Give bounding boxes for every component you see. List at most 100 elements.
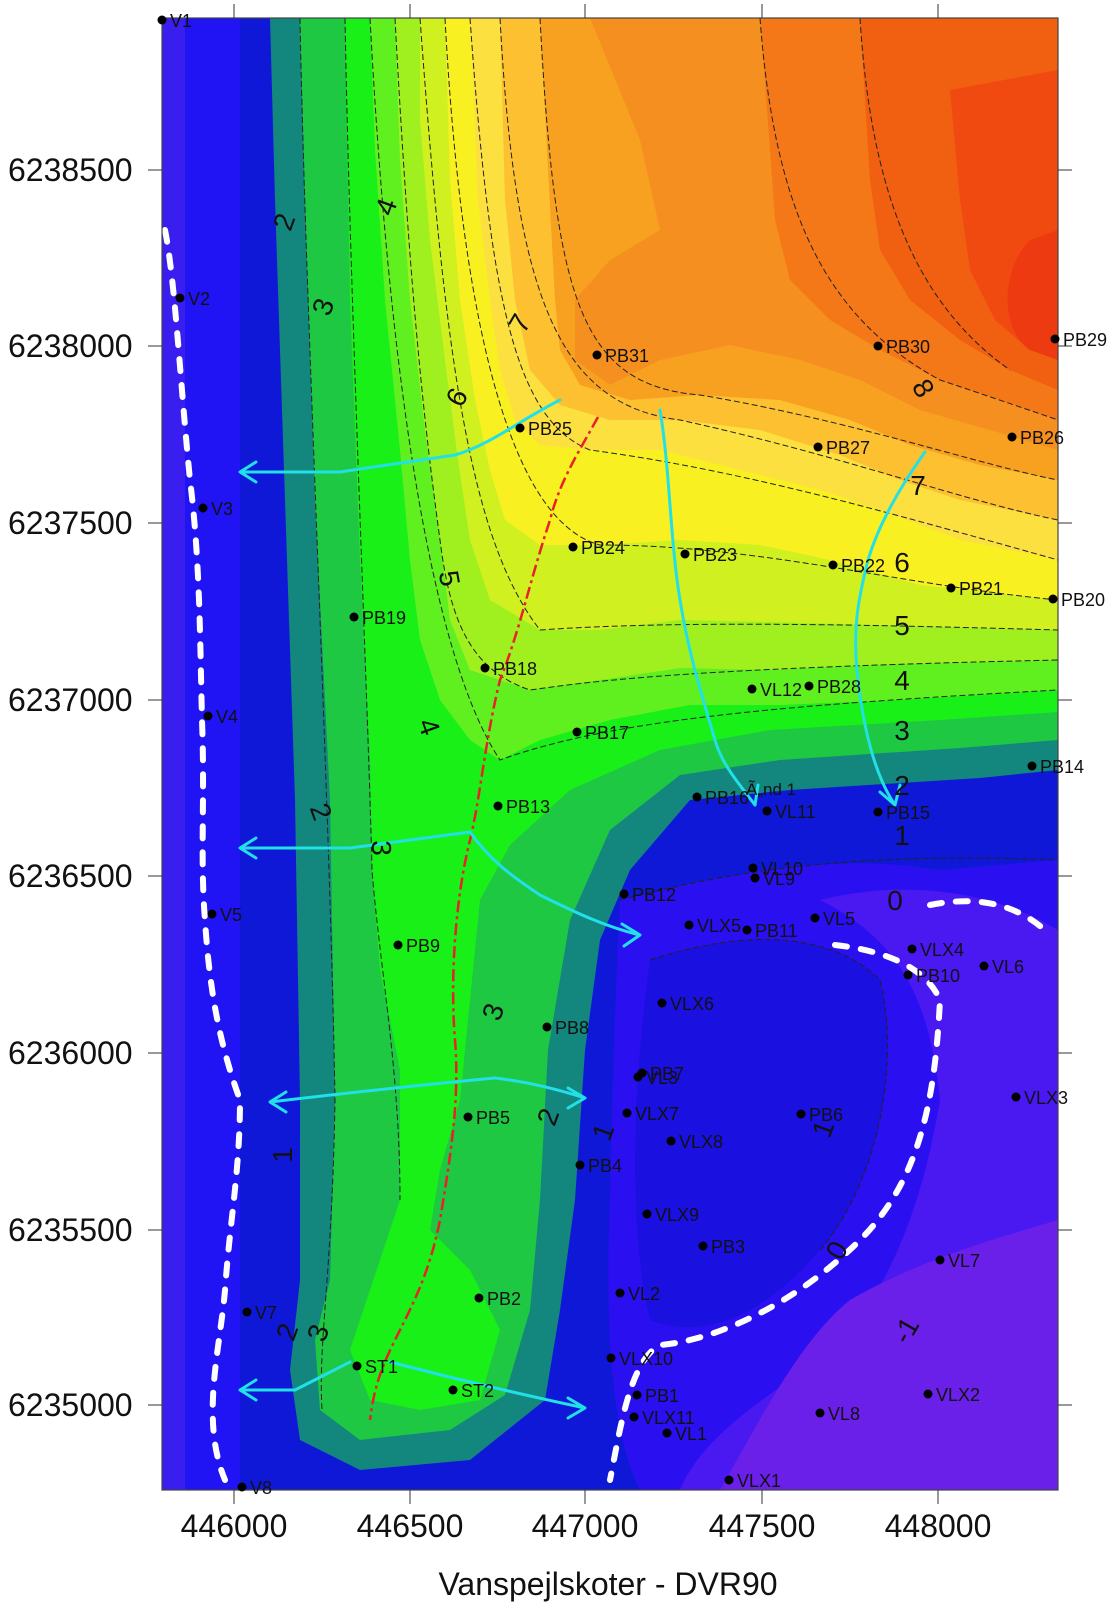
well-label: PB31 xyxy=(605,346,649,366)
contour-value-label: 2 xyxy=(894,770,910,801)
well-marker[interactable]: VL3 xyxy=(633,1068,679,1088)
well-marker[interactable]: VLX11 xyxy=(629,1408,695,1428)
well-marker[interactable]: PB4 xyxy=(575,1156,623,1176)
well-marker[interactable]: PB8 xyxy=(542,1018,590,1038)
well-marker[interactable]: PB27 xyxy=(813,438,871,458)
well-label: PB20 xyxy=(1061,590,1105,610)
well-marker[interactable]: PB21 xyxy=(946,579,1004,599)
well-marker[interactable]: PB22 xyxy=(828,556,886,576)
well-marker[interactable]: VL1 xyxy=(662,1424,708,1444)
contour-value-label: 1 xyxy=(267,1147,298,1163)
well-dot-icon xyxy=(1007,432,1017,442)
contour-value-label: 6 xyxy=(894,547,910,578)
well-marker[interactable]: PB15 xyxy=(873,803,931,823)
well-label: PB12 xyxy=(632,885,676,905)
well-marker[interactable]: PB23 xyxy=(680,545,738,565)
well-marker[interactable]: VL7 xyxy=(935,1251,981,1271)
well-marker[interactable]: V8 xyxy=(237,1478,273,1498)
well-marker[interactable]: V3 xyxy=(198,499,234,519)
well-marker[interactable]: VLX3 xyxy=(1011,1088,1069,1108)
flow-arrow xyxy=(238,830,472,860)
well-marker[interactable]: V2 xyxy=(175,289,211,309)
well-label: PB2 xyxy=(487,1289,521,1309)
contour-value-label: 3 xyxy=(366,840,397,856)
well-label: VLX9 xyxy=(655,1205,699,1225)
well-marker[interactable]: VL9 xyxy=(750,869,796,889)
well-marker[interactable]: PB29 xyxy=(1050,330,1108,350)
well-marker[interactable]: V5 xyxy=(207,905,243,925)
well-marker[interactable]: VL10 xyxy=(748,859,804,879)
well-marker[interactable]: VLX4 xyxy=(907,940,965,960)
flow-arrow xyxy=(238,1360,352,1402)
well-label: PB16 xyxy=(705,788,749,808)
well-marker[interactable]: VL12 xyxy=(747,680,803,700)
well-marker[interactable]: V7 xyxy=(242,1303,278,1323)
well-marker[interactable]: VL8 xyxy=(815,1404,861,1424)
well-dot-icon xyxy=(493,801,503,811)
well-marker[interactable]: PB24 xyxy=(568,538,626,558)
well-dot-icon xyxy=(979,961,989,971)
well-dot-icon xyxy=(642,1209,652,1219)
well-label: PB11 xyxy=(755,921,798,941)
well-dot-icon xyxy=(203,711,213,721)
well-marker[interactable]: PB25 xyxy=(515,419,573,439)
well-marker[interactable]: VLX7 xyxy=(622,1104,680,1124)
well-marker[interactable]: VLX9 xyxy=(642,1205,700,1225)
well-marker[interactable]: PB17 xyxy=(572,723,630,743)
well-marker[interactable]: PB3 xyxy=(698,1237,746,1257)
y-tick-label: 6238000 xyxy=(8,328,133,364)
contour-value-label: 4 xyxy=(894,665,910,696)
well-marker[interactable]: VL6 xyxy=(979,957,1025,977)
well-marker[interactable]: ST2 xyxy=(448,1381,495,1401)
well-marker[interactable]: PB1 xyxy=(632,1386,680,1406)
well-dot-icon xyxy=(762,806,772,816)
well-label: V5 xyxy=(220,905,242,925)
well-marker[interactable]: V4 xyxy=(203,707,239,727)
well-marker[interactable]: PB2 xyxy=(474,1289,522,1309)
well-marker[interactable]: PB16 xyxy=(692,788,750,808)
well-marker[interactable]: PB31 xyxy=(592,346,650,366)
well-marker[interactable]: VLX2 xyxy=(923,1385,981,1405)
well-marker[interactable]: PB20 xyxy=(1048,590,1106,610)
well-dot-icon xyxy=(629,1412,639,1422)
well-marker[interactable]: VL5 xyxy=(810,909,856,929)
well-marker[interactable]: PB28 xyxy=(804,677,862,697)
well-marker[interactable]: ST1 xyxy=(352,1357,399,1377)
well-marker[interactable]: VLX6 xyxy=(657,994,715,1014)
well-dot-icon xyxy=(592,350,602,360)
well-label: PB17 xyxy=(585,723,629,743)
strand-annotation: Ã„nd 1 xyxy=(746,780,796,799)
well-marker[interactable]: PB9 xyxy=(393,936,441,956)
well-marker[interactable]: VLX8 xyxy=(666,1132,724,1152)
flow-arrow xyxy=(658,408,760,807)
well-marker[interactable]: PB30 xyxy=(873,337,931,357)
well-marker[interactable]: VLX5 xyxy=(684,916,742,936)
well-marker[interactable]: VLX1 xyxy=(724,1471,782,1491)
well-marker[interactable]: PB11 xyxy=(742,921,798,941)
x-axis-title: Vanspejlskoter - DVR90 xyxy=(438,1566,778,1602)
well-marker[interactable]: VL11 xyxy=(762,802,816,822)
well-label: PB1 xyxy=(645,1386,679,1406)
well-marker[interactable]: PB19 xyxy=(349,608,407,628)
well-marker[interactable]: PB13 xyxy=(493,797,551,817)
well-marker[interactable]: PB5 xyxy=(463,1108,511,1128)
well-marker[interactable]: PB6 xyxy=(796,1105,844,1125)
well-marker[interactable]: PB18 xyxy=(480,659,538,679)
well-marker[interactable]: PB26 xyxy=(1007,428,1065,448)
well-marker[interactable]: VL2 xyxy=(615,1284,661,1304)
well-marker[interactable]: PB12 xyxy=(619,885,677,905)
well-dot-icon xyxy=(666,1136,676,1146)
well-marker[interactable]: V1 xyxy=(157,11,193,31)
well-label: PB21 xyxy=(959,579,1003,599)
well-label: VL7 xyxy=(948,1251,980,1271)
flow-arrows xyxy=(238,398,927,1420)
well-marker[interactable]: PB14 xyxy=(1027,757,1085,777)
well-marker[interactable]: VLX10 xyxy=(606,1349,674,1369)
well-dot-icon xyxy=(810,913,820,923)
x-tick-label: 446500 xyxy=(356,1508,464,1544)
well-marker[interactable]: PB10 xyxy=(903,966,961,986)
well-dot-icon xyxy=(463,1112,473,1122)
well-dot-icon xyxy=(1050,334,1060,344)
well-dot-icon xyxy=(1048,594,1058,604)
